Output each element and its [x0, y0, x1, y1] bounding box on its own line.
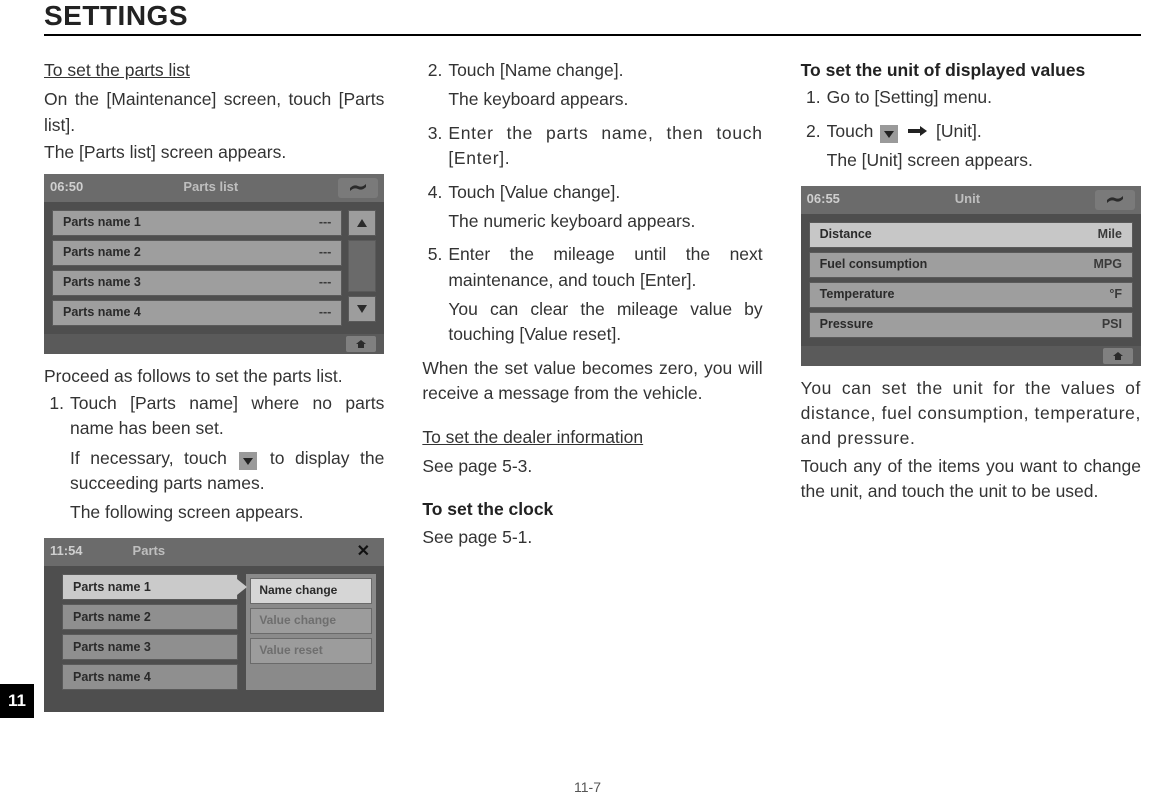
parts-row-value: --- [319, 213, 332, 231]
back-icon[interactable] [338, 178, 378, 198]
unit-row-label: Temperature [820, 285, 895, 303]
unit-row-label: Distance [820, 225, 872, 243]
scroll-track[interactable] [348, 240, 376, 292]
page-title: SETTINGS [44, 0, 1141, 36]
unit-row-label: Pressure [820, 315, 874, 333]
unit-row[interactable]: Pressure PSI [809, 312, 1133, 338]
parts-row-value: --- [319, 273, 332, 291]
unit-row-value: PSI [1102, 315, 1122, 333]
col3-after1: You can set the unit for the values of d… [801, 376, 1141, 452]
col2-s4a: Touch [Value change]. [448, 180, 762, 205]
col2-s2b: The keyboard appears. [448, 87, 762, 112]
unit-row-value: MPG [1094, 255, 1122, 273]
popup-row-label: Parts name 1 [73, 578, 151, 596]
popup-row[interactable]: Parts name 2 [62, 604, 238, 630]
col2-dealer-body: See page 5-3. [422, 454, 762, 479]
col1-step1c: The following screen appears. [70, 500, 384, 525]
scroll-up-button[interactable] [348, 210, 376, 236]
col3-s2: Touch [Unit]. [827, 119, 1141, 144]
list-number: 1. [44, 391, 70, 530]
home-icon[interactable] [1103, 348, 1133, 364]
popup-row[interactable]: Parts name 4 [62, 664, 238, 690]
subhead-clock: To set the clock [422, 497, 762, 522]
column-3: To set the unit of displayed values 1. G… [801, 58, 1141, 722]
device1-clock: 06:50 [50, 178, 83, 197]
list-number: 3. [422, 121, 448, 176]
parts-row-label: Parts name 4 [63, 303, 141, 321]
device-parts-popup: 11:54 Parts ✕ Parts name 1 Parts name 2 … [44, 538, 384, 712]
col3-after2: Touch any of the items you want to chang… [801, 454, 1141, 505]
back-icon[interactable] [1095, 190, 1135, 210]
col1-after-screen: Proceed as follows to set the parts list… [44, 364, 384, 389]
device3-clock: 06:55 [807, 190, 840, 209]
col3-s2-pre: Touch [827, 121, 874, 141]
device2-title: Parts [83, 542, 349, 561]
down-triangle-icon [239, 452, 257, 470]
col2-s4b: The numeric keyboard appears. [448, 209, 762, 234]
name-change-button[interactable]: Name change [250, 578, 372, 604]
col1-step1a: Touch [Parts name] where no parts name h… [70, 391, 384, 442]
parts-row-label: Parts name 3 [63, 273, 141, 291]
arrow-right-icon [906, 124, 928, 138]
chapter-tab: 11 [0, 684, 34, 718]
device2-clock: 11:54 [50, 542, 83, 561]
popup-row-selected[interactable]: Parts name 1 [62, 574, 238, 600]
parts-row-label: Parts name 2 [63, 243, 141, 261]
col2-s5b: You can clear the mileage value by touch… [448, 297, 762, 348]
subhead-dealer: To set the dealer information [422, 425, 762, 450]
device1-title: Parts list [83, 178, 338, 197]
page-frame: SETTINGS To set the parts list On the [M… [34, 0, 1151, 803]
col2-s2a: Touch [Name change]. [448, 58, 762, 83]
col1-step1b-pre: If necessary, touch [70, 448, 227, 468]
column-1: To set the parts list On the [Maintenanc… [44, 58, 384, 722]
list-number: 2. [801, 119, 827, 178]
value-reset-button[interactable]: Value reset [250, 638, 372, 664]
unit-row-value: °F [1109, 285, 1122, 303]
col1-intro2: The [Parts list] screen appears. [44, 140, 384, 165]
list-number: 1. [801, 85, 827, 114]
scroll-down-button[interactable] [348, 296, 376, 322]
popup-row-label: Parts name 3 [73, 638, 151, 656]
list-number: 4. [422, 180, 448, 239]
col3-s2-post: [Unit]. [936, 121, 982, 141]
unit-row[interactable]: Distance Mile [809, 222, 1133, 248]
parts-row[interactable]: Parts name 2 --- [52, 240, 342, 266]
parts-row-value: --- [319, 303, 332, 321]
unit-row[interactable]: Fuel consumption MPG [809, 252, 1133, 278]
list-number: 2. [422, 58, 448, 117]
close-icon[interactable]: ✕ [348, 542, 378, 562]
value-change-button[interactable]: Value change [250, 608, 372, 634]
device3-title: Unit [840, 190, 1095, 209]
col1-step1b: If necessary, touch to display the succe… [70, 446, 384, 497]
subhead-parts-list: To set the parts list [44, 58, 384, 83]
col1-intro1: On the [Maintenance] screen, touch [Part… [44, 87, 384, 138]
parts-row-value: --- [319, 243, 332, 261]
col2-s5a: Enter the mileage until the next mainten… [448, 242, 762, 293]
col2-tail: When the set value becomes zero, you wil… [422, 356, 762, 407]
unit-row-label: Fuel consumption [820, 255, 928, 273]
col2-clock-body: See page 5-1. [422, 525, 762, 550]
popup-row-label: Parts name 4 [73, 668, 151, 686]
unit-row[interactable]: Temperature °F [809, 282, 1133, 308]
parts-row[interactable]: Parts name 1 --- [52, 210, 342, 236]
page-number: 11-7 [0, 779, 1175, 795]
unit-row-value: Mile [1098, 225, 1122, 243]
column-2: 2. Touch [Name change]. The keyboard app… [422, 58, 762, 722]
device-parts-list: 06:50 Parts list Parts name 1 --- Parts … [44, 174, 384, 354]
device-unit: 06:55 Unit Distance Mile Fuel consumptio… [801, 186, 1141, 366]
popup-row-label: Parts name 2 [73, 608, 151, 626]
parts-row[interactable]: Parts name 3 --- [52, 270, 342, 296]
col2-s3: Enter the parts name, then touch [Enter]… [448, 121, 762, 172]
home-icon[interactable] [346, 336, 376, 352]
col3-s1: Go to [Setting] menu. [827, 85, 1141, 110]
parts-row[interactable]: Parts name 4 --- [52, 300, 342, 326]
list-number: 5. [422, 242, 448, 352]
subhead-unit: To set the unit of displayed values [801, 58, 1141, 83]
popup-row[interactable]: Parts name 3 [62, 634, 238, 660]
parts-row-label: Parts name 1 [63, 213, 141, 231]
down-triangle-icon [880, 125, 898, 143]
col3-s2-sub: The [Unit] screen appears. [827, 148, 1141, 173]
